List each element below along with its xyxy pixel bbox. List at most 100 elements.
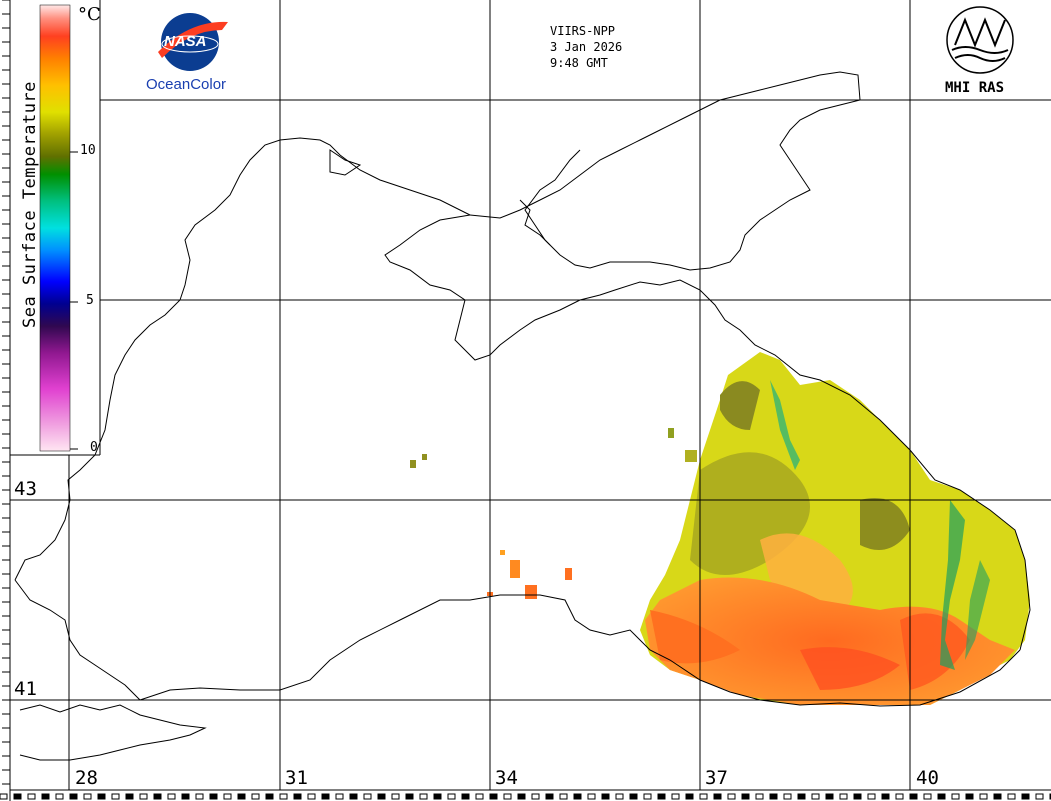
scale-tick	[503, 793, 512, 800]
scale-tick	[489, 793, 498, 800]
colorbar-tick-0: 0	[90, 440, 98, 455]
scale-tick	[965, 793, 974, 800]
scale-tick	[517, 793, 526, 800]
scale-tick	[181, 793, 190, 800]
scale-tick	[1007, 793, 1016, 800]
date-label: 3 Jan 2026	[550, 40, 623, 54]
scale-tick	[839, 793, 848, 800]
lon-label-31: 31	[285, 767, 308, 789]
scale-tick	[83, 793, 92, 800]
scale-tick	[125, 793, 134, 800]
scale-tick	[951, 793, 960, 800]
scale-tick	[937, 793, 946, 800]
scale-tick	[825, 793, 834, 800]
mhi-ras-text: MHI RAS	[945, 80, 1005, 96]
lon-label-34: 34	[495, 767, 518, 789]
scale-tick	[475, 793, 484, 800]
scale-tick	[237, 793, 246, 800]
colorbar-title: Sea Surface Temperature	[20, 81, 40, 328]
scale-tick	[559, 793, 568, 800]
scale-tick	[923, 793, 932, 800]
lon-label-40: 40	[916, 767, 939, 789]
scale-tick	[1035, 793, 1044, 800]
scale-tick	[279, 793, 288, 800]
scale-tick	[335, 793, 344, 800]
scale-tick	[755, 793, 764, 800]
scale-tick	[853, 793, 862, 800]
colorbar-tick-10: 10	[80, 143, 96, 158]
scale-tick	[601, 793, 610, 800]
scale-tick	[195, 793, 204, 800]
scale-tick	[13, 793, 22, 800]
scale-tick	[293, 793, 302, 800]
colorbar-gradient	[39, 4, 71, 452]
scale-tick	[69, 793, 78, 800]
scale-tick	[153, 793, 162, 800]
colorbar-tick-5: 5	[86, 293, 94, 308]
scale-tick	[615, 793, 624, 800]
scale-tick	[461, 793, 470, 800]
scale-tick	[797, 793, 806, 800]
lat-label-43: 43	[14, 478, 37, 500]
scale-tick	[27, 793, 36, 800]
scale-tick	[321, 793, 330, 800]
mhi-ras-logo	[946, 6, 1014, 74]
scale-tick	[209, 793, 218, 800]
scale-tick	[55, 793, 64, 800]
scale-tick	[769, 793, 778, 800]
nasa-logo	[158, 13, 228, 71]
oceancolor-text: OceanColor	[146, 76, 227, 93]
scale-tick	[979, 793, 988, 800]
scale-tick	[713, 793, 722, 800]
scale-tick	[223, 793, 232, 800]
scale-tick	[867, 793, 876, 800]
scale-tick	[251, 793, 260, 800]
scale-tick	[741, 793, 750, 800]
scale-tick	[587, 793, 596, 800]
scale-tick	[405, 793, 414, 800]
temperature-units: °C	[78, 4, 101, 25]
scale-tick	[97, 793, 106, 800]
scale-tick	[671, 793, 680, 800]
scale-tick	[783, 793, 792, 800]
scale-tick	[545, 793, 554, 800]
scale-tick	[363, 793, 372, 800]
sensor-label: VIIRS-NPP	[550, 24, 616, 38]
scale-tick	[419, 793, 428, 800]
scale-tick	[377, 793, 386, 800]
scale-tick	[447, 793, 456, 800]
scale-tick	[139, 793, 148, 800]
lon-label-37: 37	[705, 767, 728, 789]
scale-tick	[531, 793, 540, 800]
scale-tick	[811, 793, 820, 800]
scale-tick	[391, 793, 400, 800]
scale-tick	[1021, 793, 1030, 800]
scale-tick	[41, 793, 50, 800]
scale-tick	[699, 793, 708, 800]
sst-data-layer	[410, 352, 1030, 705]
colorbar	[39, 4, 78, 452]
scale-tick	[433, 793, 442, 800]
time-label: 9:48 GMT	[550, 56, 608, 70]
scale-tick	[881, 793, 890, 800]
scale-tick	[0, 793, 8, 800]
scale-tick	[657, 793, 666, 800]
scale-tick	[349, 793, 358, 800]
scale-tick	[643, 793, 652, 800]
nasa-logo-text: NASA	[164, 33, 207, 50]
scale-tick	[727, 793, 736, 800]
scale-tick	[111, 793, 120, 800]
scale-tick	[685, 793, 694, 800]
scale-tick	[629, 793, 638, 800]
scale-tick	[573, 793, 582, 800]
coastline	[14, 71, 1031, 761]
scale-tick	[307, 793, 316, 800]
scale-tick	[895, 793, 904, 800]
scale-tick	[993, 793, 1002, 800]
lat-label-41: 41	[14, 678, 37, 700]
scale-tick	[167, 793, 176, 800]
scale-tick	[265, 793, 274, 800]
